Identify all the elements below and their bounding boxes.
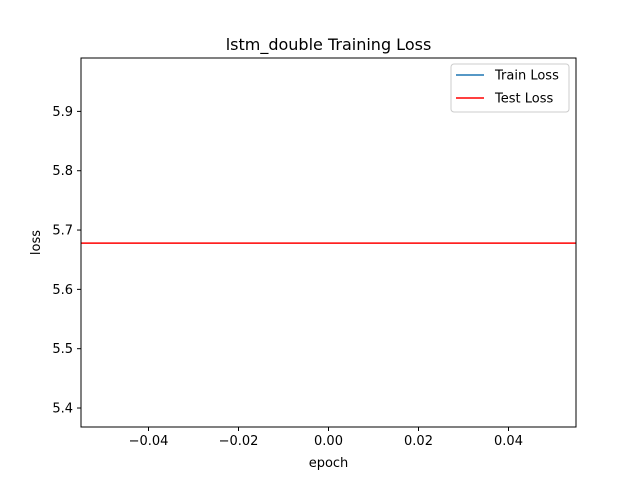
y-tick-label: 5.8 [52,164,73,179]
y-tick-label: 5.7 [52,224,73,239]
x-tick-label: −0.02 [219,434,259,449]
legend-label: Train Loss [494,69,559,84]
ticks: −0.04 −0.02 0.00 0.02 0.04 5.4 5.5 5.6 5.7 5.8 5.9 [52,105,523,449]
y-axis-label: loss [29,230,44,255]
chart-title: lstm_double Training Loss [226,35,432,55]
legend: Train Loss Test Loss [450,63,570,113]
x-axis-label: epoch [309,456,349,471]
legend-box [450,63,570,113]
x-tick-label: 0.04 [494,434,523,449]
y-tick-label: 5.6 [52,283,73,298]
legend-label: Test Loss [494,92,553,107]
x-tick-label: 0.00 [314,434,343,449]
x-tick-label: 0.02 [404,434,433,449]
y-tick-label: 5.9 [52,105,73,120]
y-tick-label: 5.4 [52,402,73,417]
x-tick-label: −0.04 [129,434,169,449]
y-tick-label: 5.5 [52,342,73,357]
